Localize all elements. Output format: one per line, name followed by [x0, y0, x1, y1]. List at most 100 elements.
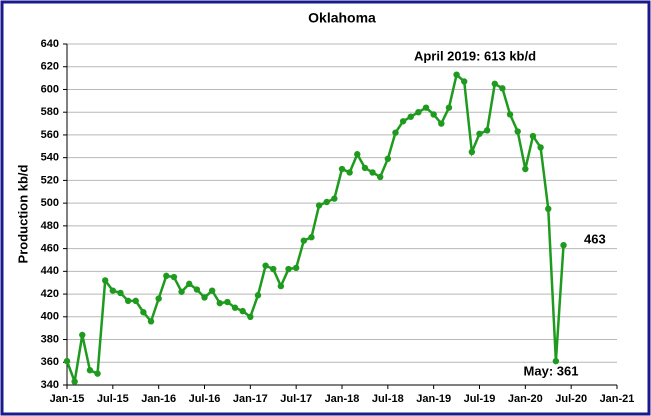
data-point — [384, 155, 392, 163]
y-tick-label: 500 — [41, 197, 59, 209]
x-tick-label: Jan-15 — [50, 393, 85, 405]
y-tick-label: 440 — [41, 265, 59, 277]
data-point — [292, 264, 300, 272]
x-tick-label: Jan-17 — [233, 393, 268, 405]
data-point — [545, 205, 552, 213]
y-tick-label: 640 — [41, 38, 59, 50]
data-point — [285, 265, 292, 273]
x-tick-label: Jul-20 — [555, 393, 587, 405]
y-axis-label: Production kb/d — [15, 164, 30, 263]
y-tick-label: 360 — [41, 356, 59, 368]
data-point — [491, 80, 498, 87]
x-tick-label: Jan-20 — [508, 393, 543, 405]
data-point — [354, 151, 361, 158]
data-point — [178, 288, 185, 295]
x-tick-label: Jan-21 — [600, 393, 635, 405]
y-tick-label: 420 — [41, 288, 59, 300]
data-point — [392, 129, 399, 136]
data-point — [63, 357, 71, 365]
data-point — [170, 273, 178, 281]
data-point — [186, 280, 193, 288]
data-point — [231, 304, 239, 311]
x-tick-label: Jan-18 — [325, 393, 360, 405]
data-point — [163, 272, 170, 280]
data-point — [461, 78, 468, 85]
data-point — [445, 104, 453, 111]
data-point — [323, 198, 330, 206]
y-tick-label: 400 — [41, 311, 59, 323]
data-point — [300, 237, 308, 244]
y-tick-label: 380 — [41, 333, 59, 345]
data-point — [247, 313, 254, 320]
data-point — [560, 241, 567, 249]
data-point — [430, 111, 437, 118]
x-tick-label: Jul-15 — [97, 393, 129, 405]
data-point — [254, 292, 262, 299]
data-point — [94, 370, 101, 377]
data-point — [476, 130, 483, 137]
chart-title: Oklahoma — [308, 10, 376, 26]
data-point — [224, 298, 231, 306]
y-tick-label: 480 — [41, 220, 59, 232]
data-point — [399, 118, 407, 125]
data-point — [201, 294, 208, 301]
y-tick-label: 560 — [41, 129, 59, 141]
data-point — [506, 111, 514, 118]
y-tick-label: 520 — [41, 174, 59, 186]
data-point — [79, 331, 86, 339]
data-point — [537, 144, 544, 151]
data-point — [422, 104, 430, 111]
y-tick-label: 340 — [41, 379, 59, 391]
data-point — [346, 169, 353, 176]
data-point — [124, 297, 132, 305]
data-point — [270, 265, 277, 273]
data-point — [361, 164, 369, 172]
y-tick-label: 540 — [41, 152, 59, 164]
data-point — [338, 165, 346, 173]
data-point — [71, 378, 78, 385]
y-tick-label: 620 — [41, 61, 59, 73]
data-point — [376, 173, 384, 181]
data-point — [262, 262, 269, 269]
data-point — [453, 71, 460, 78]
y-tick-label: 460 — [41, 243, 59, 255]
data-point — [529, 132, 537, 140]
data-point — [109, 287, 117, 294]
data-point — [331, 195, 338, 202]
y-tick-label: 600 — [41, 83, 59, 95]
data-point — [308, 234, 315, 241]
data-point — [132, 297, 139, 305]
data-point — [277, 282, 285, 290]
annotation: May: 361 — [524, 363, 579, 378]
data-point — [86, 367, 94, 374]
data-point — [208, 287, 216, 294]
data-point — [483, 127, 491, 134]
data-point — [147, 318, 155, 325]
x-tick-label: Jul-18 — [372, 393, 404, 405]
data-point — [101, 277, 109, 284]
data-point — [552, 357, 560, 365]
data-point — [468, 148, 476, 156]
data-point — [239, 307, 246, 315]
y-tick-label: 580 — [41, 106, 59, 118]
data-point — [315, 202, 323, 209]
data-point — [499, 85, 506, 92]
data-point — [438, 120, 445, 127]
data-point — [369, 169, 376, 176]
data-point — [140, 309, 147, 316]
data-point — [193, 286, 201, 293]
x-tick-label: Jan-16 — [141, 393, 176, 405]
data-point — [407, 113, 414, 120]
annotation: 463 — [584, 231, 606, 246]
x-tick-label: Jul-19 — [464, 393, 496, 405]
data-point — [216, 299, 223, 307]
x-tick-label: Jul-16 — [189, 393, 221, 405]
data-point — [117, 289, 124, 297]
data-point — [514, 128, 521, 135]
annotation: April 2019: 613 kb/d — [414, 48, 536, 63]
data-point — [415, 109, 422, 116]
data-point — [522, 165, 529, 173]
x-tick-label: Jan-19 — [416, 393, 451, 405]
